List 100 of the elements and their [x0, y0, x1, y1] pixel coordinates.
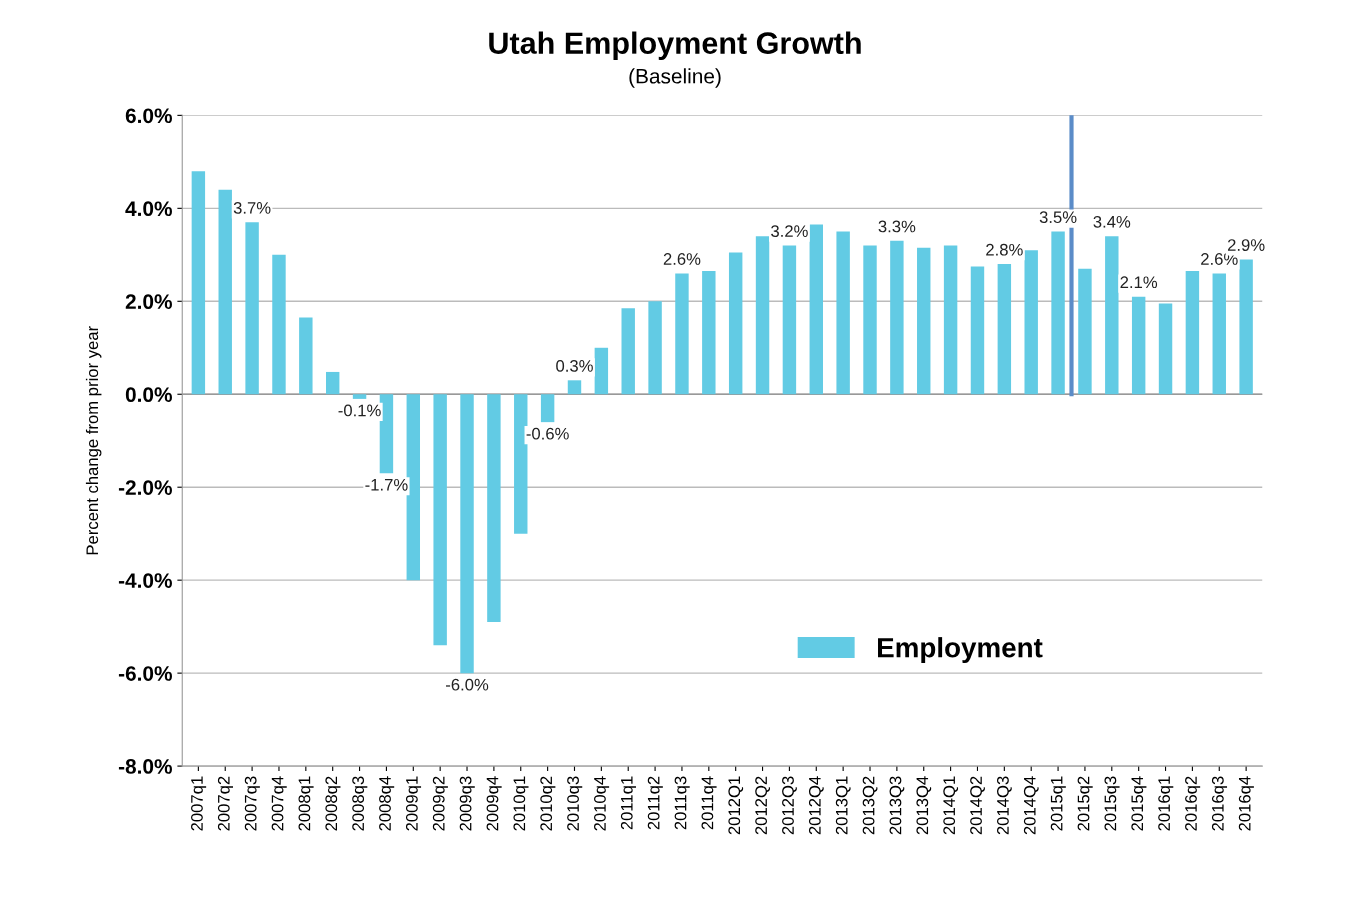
y-tick-label: -6.0%	[118, 666, 172, 681]
bar	[621, 308, 635, 395]
x-tick-label: 2010q1	[513, 776, 529, 831]
bar	[191, 171, 206, 395]
x-tick-label: 2007q4	[271, 776, 287, 831]
data-label: 2.1%	[1120, 276, 1158, 289]
data-label: 3.7%	[233, 201, 271, 214]
bar	[1239, 259, 1253, 395]
x-tick-label: 2014Q4	[1023, 776, 1039, 835]
bar	[1131, 296, 1146, 395]
bar	[352, 394, 367, 399]
x-tick-label: 2016q1	[1158, 776, 1174, 831]
x-tick-label: 2010q4	[594, 776, 610, 831]
x-tick-label: 2012Q1	[728, 776, 744, 835]
x-tick-label: 2009q4	[486, 776, 502, 831]
bar	[218, 189, 232, 395]
bar	[943, 245, 958, 395]
bar	[755, 236, 770, 395]
bar	[836, 231, 850, 395]
y-tick-label: 6.0%	[125, 108, 172, 124]
x-tick-label: 2014Q2	[970, 776, 985, 835]
bar	[1158, 303, 1173, 395]
bar	[487, 394, 501, 622]
data-label: 3.4%	[1093, 215, 1131, 228]
bar	[890, 240, 904, 395]
x-tick-label: 2011q4	[701, 776, 717, 830]
data-label: 3.2%	[771, 225, 808, 238]
bar	[406, 394, 421, 581]
bar	[1105, 236, 1119, 395]
bar	[272, 254, 286, 395]
bar	[675, 273, 689, 395]
data-label: -0.1%	[338, 404, 381, 417]
x-tick-label: 2011q3	[674, 776, 690, 830]
bar	[809, 224, 823, 395]
x-tick-label: 2016q2	[1185, 776, 1201, 831]
bar	[782, 245, 797, 395]
x-tick-label: 2009q2	[432, 776, 448, 831]
data-label: 2.8%	[986, 243, 1023, 256]
x-tick-label: 2008q2	[325, 776, 341, 831]
x-tick-label: 2010q2	[540, 776, 556, 831]
x-tick-label: 2016q3	[1211, 776, 1228, 831]
x-tick-label: 2015q2	[1077, 776, 1093, 831]
bar	[594, 347, 609, 395]
bar	[863, 245, 877, 395]
bar	[1212, 273, 1226, 395]
bar	[433, 394, 447, 646]
data-label: 2.6%	[663, 253, 701, 265]
x-tick-label: 2010q3	[567, 776, 583, 831]
bar	[1051, 231, 1065, 395]
x-tick-label: 2014Q1	[943, 776, 959, 835]
bar	[1024, 250, 1038, 395]
data-label: 3.5%	[1039, 211, 1077, 224]
data-label: 0.3%	[556, 360, 593, 372]
bar	[514, 394, 528, 534]
data-label: -0.6%	[526, 427, 569, 440]
data-label: -1.7%	[365, 478, 408, 491]
data-label: 2.9%	[1227, 239, 1265, 251]
x-tick-label: 2007q1	[191, 776, 207, 831]
chart-title: Utah Employment Growth	[489, 31, 861, 60]
bar	[540, 394, 555, 423]
x-tick-label: 2015q1	[1050, 776, 1066, 831]
y-tick-label: 4.0%	[125, 201, 172, 217]
x-tick-label: 2013Q1	[835, 776, 851, 835]
x-tick-label: 2015q4	[1131, 776, 1147, 831]
bar	[325, 371, 340, 395]
chart-subtitle: (Baseline)	[629, 68, 721, 88]
y-tick-label: -2.0%	[118, 480, 172, 495]
bar	[728, 252, 743, 395]
bar	[1185, 271, 1200, 395]
data-label: -6.0%	[446, 678, 489, 691]
data-label: 3.3%	[878, 220, 916, 233]
y-tick-label: 2.0%	[125, 294, 172, 310]
x-tick-label: 2008q4	[379, 776, 395, 831]
x-tick-label: 2013Q2	[862, 776, 878, 835]
data-label: 2.6%	[1201, 253, 1238, 265]
bar	[997, 264, 1012, 395]
y-tick-label: -8.0%	[118, 759, 172, 774]
x-tick-label: 2012Q3	[782, 776, 797, 835]
y-tick-label: 0.0%	[125, 387, 172, 403]
bar	[460, 394, 474, 674]
x-tick-label: 2012Q4	[808, 776, 824, 835]
x-tick-label: 2013Q3	[889, 776, 905, 835]
bar	[702, 271, 716, 395]
bar	[379, 394, 394, 474]
x-tick-label: 2011q1	[620, 776, 636, 830]
x-tick-label: 2007q2	[217, 776, 233, 831]
y-tick-label: -4.0%	[118, 573, 172, 588]
x-tick-label: 2015q3	[1104, 776, 1120, 831]
x-tick-label: 2013Q4	[916, 776, 932, 835]
x-tick-label: 2008q3	[352, 776, 368, 831]
x-tick-label: 2014Q3	[997, 776, 1012, 835]
bar	[245, 222, 259, 395]
x-tick-label: 2011q2	[647, 776, 663, 830]
bar	[970, 266, 985, 395]
x-tick-label: 2008q1	[298, 776, 314, 831]
x-tick-label: 2009q1	[405, 776, 422, 831]
y-axis-title: Percent change from prior year	[85, 326, 102, 555]
bar	[299, 317, 313, 395]
legend-label: Employment	[878, 637, 1043, 663]
bar	[648, 301, 662, 395]
